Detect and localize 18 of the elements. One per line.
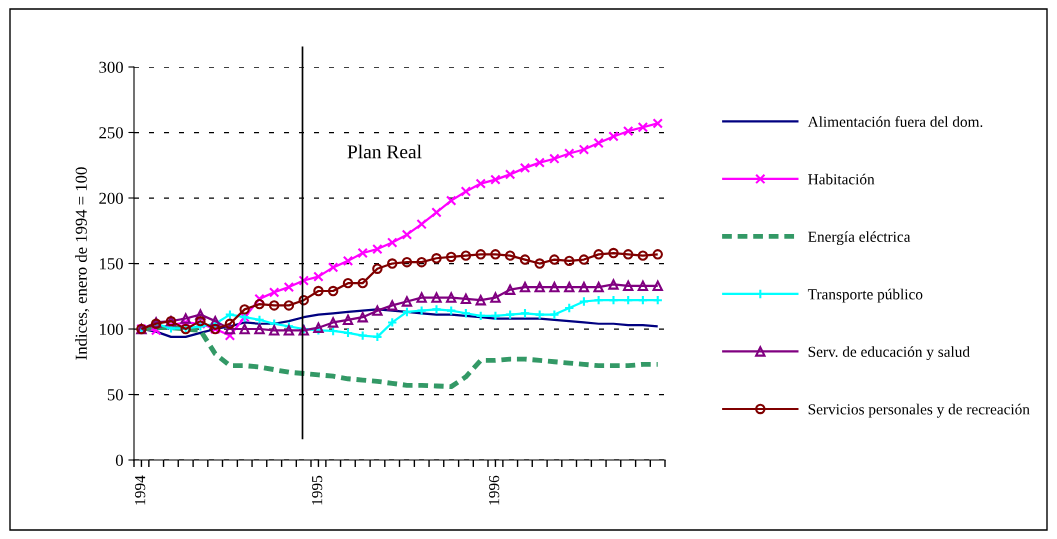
x-tick-label: 1995 xyxy=(311,475,323,505)
y-axis-title: Indices, enero de 1994 = 100 xyxy=(75,167,90,360)
legend-label: Alimentación fuera del dom. xyxy=(807,116,983,128)
y-tick-label: 150 xyxy=(100,258,123,270)
ref-line-label: Plan Real xyxy=(347,144,422,159)
x-tick-label: 1996 xyxy=(488,475,500,505)
y-tick-label: 50 xyxy=(107,389,123,401)
legend-label: Serv. de educación y salud xyxy=(808,346,970,361)
legend-label: Transporte público xyxy=(807,288,923,303)
y-tick-label: 100 xyxy=(100,323,123,335)
legend-label: Energía eléctrica xyxy=(808,231,911,246)
y-tick-label: 300 xyxy=(99,61,123,73)
y-tick-label: 200 xyxy=(99,192,123,204)
y-tick-label: 0 xyxy=(115,454,123,466)
legend-label: Habitación xyxy=(808,173,875,185)
y-tick-label: 250 xyxy=(99,127,123,139)
x-tick-label: 1994 xyxy=(134,475,146,505)
legend-label: Servicios personales y de recreación xyxy=(808,403,1030,418)
